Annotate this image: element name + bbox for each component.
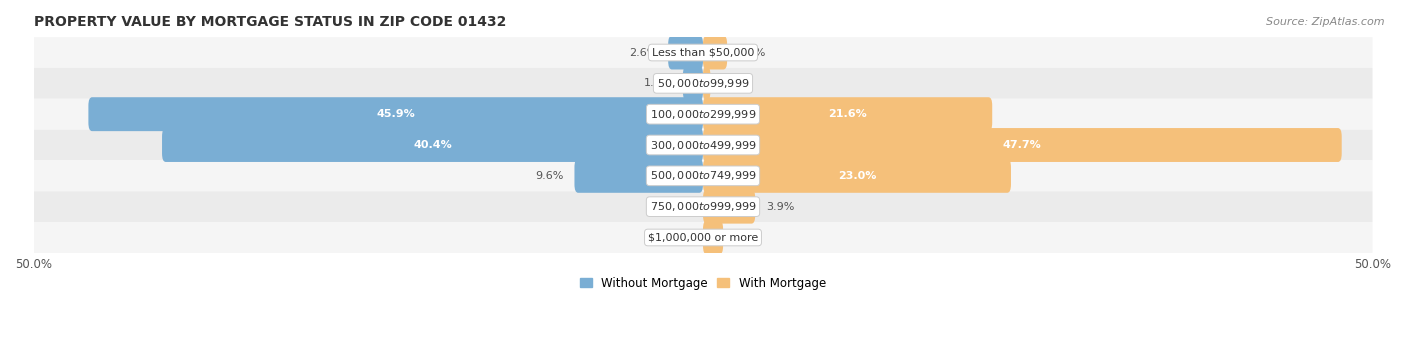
Text: 40.4%: 40.4% (413, 140, 451, 150)
Text: 0.5%: 0.5% (720, 78, 748, 88)
Text: Source: ZipAtlas.com: Source: ZipAtlas.com (1267, 17, 1385, 27)
Text: 1.8%: 1.8% (738, 48, 766, 57)
Text: 23.0%: 23.0% (838, 171, 876, 181)
Text: 1.5%: 1.5% (734, 233, 762, 242)
FancyBboxPatch shape (703, 190, 755, 224)
FancyBboxPatch shape (703, 128, 1341, 162)
FancyBboxPatch shape (703, 36, 727, 69)
FancyBboxPatch shape (34, 222, 1372, 253)
Text: 2.6%: 2.6% (628, 48, 658, 57)
Text: 47.7%: 47.7% (1002, 140, 1042, 150)
FancyBboxPatch shape (34, 130, 1372, 160)
Text: $300,000 to $499,999: $300,000 to $499,999 (650, 138, 756, 152)
Text: $100,000 to $299,999: $100,000 to $299,999 (650, 108, 756, 121)
Text: $750,000 to $999,999: $750,000 to $999,999 (650, 200, 756, 213)
Text: 3.9%: 3.9% (766, 202, 794, 212)
Text: Less than $50,000: Less than $50,000 (652, 48, 754, 57)
Text: 0.0%: 0.0% (661, 202, 689, 212)
FancyBboxPatch shape (668, 36, 703, 69)
Text: 21.6%: 21.6% (828, 109, 868, 119)
FancyBboxPatch shape (34, 37, 1372, 68)
FancyBboxPatch shape (162, 128, 703, 162)
FancyBboxPatch shape (34, 99, 1372, 130)
Text: $50,000 to $99,999: $50,000 to $99,999 (657, 77, 749, 90)
Text: 1.5%: 1.5% (644, 78, 672, 88)
Text: 45.9%: 45.9% (377, 109, 415, 119)
Text: 9.6%: 9.6% (536, 171, 564, 181)
Text: $1,000,000 or more: $1,000,000 or more (648, 233, 758, 242)
Legend: Without Mortgage, With Mortgage: Without Mortgage, With Mortgage (575, 272, 831, 294)
FancyBboxPatch shape (34, 160, 1372, 191)
FancyBboxPatch shape (34, 191, 1372, 222)
Text: 0.0%: 0.0% (661, 233, 689, 242)
FancyBboxPatch shape (703, 66, 710, 100)
FancyBboxPatch shape (683, 66, 703, 100)
Text: $500,000 to $749,999: $500,000 to $749,999 (650, 169, 756, 182)
FancyBboxPatch shape (34, 68, 1372, 99)
FancyBboxPatch shape (89, 97, 703, 131)
FancyBboxPatch shape (703, 159, 1011, 193)
FancyBboxPatch shape (575, 159, 703, 193)
FancyBboxPatch shape (703, 221, 723, 254)
FancyBboxPatch shape (703, 97, 993, 131)
Text: PROPERTY VALUE BY MORTGAGE STATUS IN ZIP CODE 01432: PROPERTY VALUE BY MORTGAGE STATUS IN ZIP… (34, 15, 506, 29)
